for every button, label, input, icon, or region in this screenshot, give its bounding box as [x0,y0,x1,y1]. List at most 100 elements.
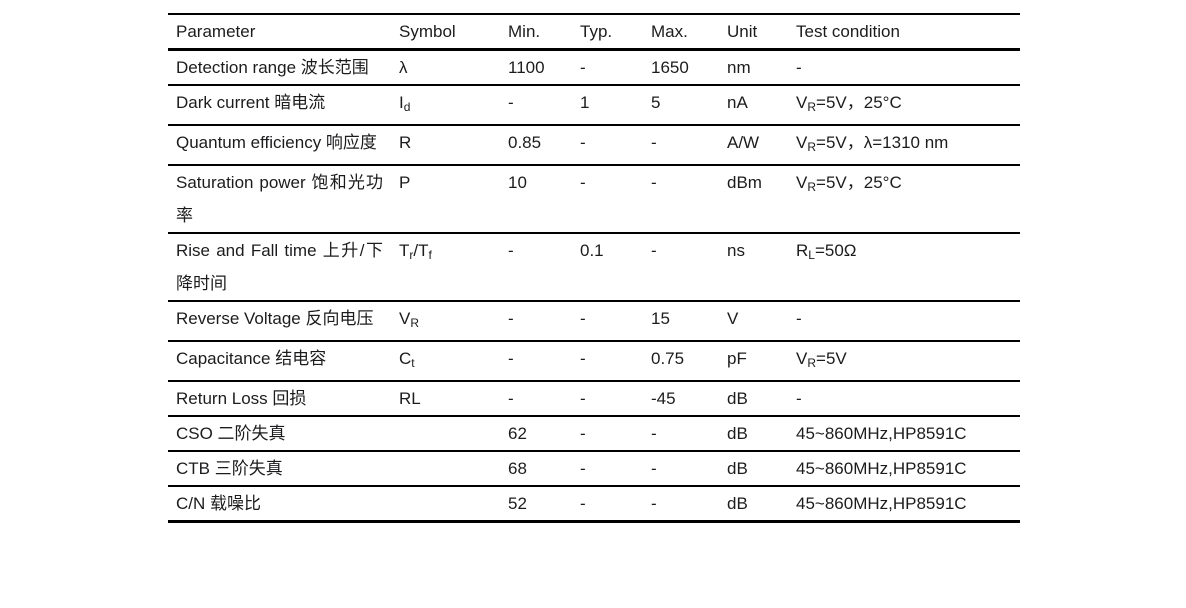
table-row: Quantum efficiency 响应度 R 0.85 - - A/W VR… [168,125,1020,166]
header-symbol: Symbol [391,14,500,51]
min-cell: - [500,301,572,342]
symbol-cell: Id [391,85,500,126]
unit-cell: dBm [719,165,788,234]
subscript-text: r [409,248,414,262]
parameter-cell: Reverse Voltage 反向电压 [168,301,391,342]
typ-cell: - [572,125,643,166]
parameter-cell: C/N 载噪比 [176,494,261,513]
subscript-text: f [428,248,432,262]
max-cell: - [643,125,719,166]
test-condition-cell: - [788,301,1020,342]
unit-cell: nm [719,49,788,86]
subscript-text: R [807,140,817,154]
parameter-cell: Detection range 波长范围 [168,49,391,86]
symbol-cell: RL [391,381,500,417]
header-min: Min. [500,14,572,51]
max-cell: 15 [643,301,719,342]
table-row: Return Loss 回损 RL - - -45 dB - [168,381,1020,417]
unit-cell: dB [719,451,788,487]
table-row: Rise and Fall time 上升/下降时间 Tr/Tf - 0.1 -… [168,233,1020,302]
table-row: Saturation power 饱和光功率 P 10 - - dBm VR=5… [168,165,1020,234]
symbol-cell [391,416,500,452]
header-max: Max. [643,14,719,51]
parameter-cell: CSO 二阶失真 [168,416,391,452]
min-cell: 52 [508,494,527,513]
test-condition-cell: - [788,49,1020,86]
subscript-text: R [807,180,817,194]
parameter-cell: CTB 三阶失真 [168,451,391,487]
min-cell: - [500,233,572,302]
test-condition-cell: VR=5V [788,341,1020,382]
symbol-cell: Ct [391,341,500,382]
header-test-condition: Test condition [788,14,1020,51]
typ-cell: - [580,494,586,513]
max-cell: - [643,233,719,302]
header-typ: Typ. [572,14,643,51]
spec-table-body: Detection range 波长范围 λ 1100 - 1650 nm - … [168,49,1020,522]
typ-cell: - [572,341,643,382]
test-condition-cell: 45~860MHz,HP8591C [788,416,1020,452]
max-cell: -45 [643,381,719,417]
min-cell: - [500,85,572,126]
symbol-cell: λ [391,49,500,86]
max-cell: - [643,165,719,234]
max-cell: - [643,451,719,487]
subscript-text: L [808,248,815,262]
test-condition-cell: 45~860MHz,HP8591C [788,451,1020,487]
max-cell: - [651,494,657,513]
symbol-cell: VR [391,301,500,342]
unit-cell: pF [719,341,788,382]
min-cell: - [500,381,572,417]
parameter-cell: Return Loss 回损 [168,381,391,417]
unit-cell: ns [719,233,788,302]
typ-cell: 1 [572,85,643,126]
test-condition-cell: VR=5V，λ=1310 nm [788,125,1020,166]
symbol-cell: R [391,125,500,166]
unit-cell: dB [719,416,788,452]
table-row: CTB 三阶失真 68 - - dB 45~860MHz,HP8591C [168,451,1020,487]
typ-cell: - [572,165,643,234]
min-cell: 1100 [500,49,572,86]
table-row: Detection range 波长范围 λ 1100 - 1650 nm - [168,49,1020,86]
unit-cell: dB [727,494,748,513]
header-parameter: Parameter [168,14,391,51]
subscript-text: d [403,100,411,114]
unit-cell: nA [719,85,788,126]
table-row: CSO 二阶失真 62 - - dB 45~860MHz,HP8591C [168,416,1020,452]
symbol-cell [391,486,500,522]
symbol-cell [391,451,500,487]
min-cell: - [500,341,572,382]
table-row: Dark current 暗电流 Id - 1 5 nA VR=5V，25°C [168,85,1020,126]
header-unit: Unit [719,14,788,51]
typ-cell: - [572,381,643,417]
unit-cell: dB [719,381,788,417]
table-row: Reverse Voltage 反向电压 VR - - 15 V - [168,301,1020,342]
max-cell: 0.75 [643,341,719,382]
test-condition-cell: VR=5V，25°C [788,165,1020,234]
typ-cell: 0.1 [572,233,643,302]
min-cell: 68 [500,451,572,487]
spec-table: Parameter Symbol Min. Typ. Max. Unit Tes… [168,13,1020,523]
table-row: C/N 载噪比 52 - - dB 45~860MHz,HP8591C [168,486,1020,522]
min-cell: 0.85 [500,125,572,166]
test-condition-cell: 45~860MHz,HP8591C [796,494,967,513]
parameter-cell: Capacitance 结电容 [168,341,391,382]
max-cell: - [643,416,719,452]
subscript-text: R [410,316,420,330]
test-condition-cell: VR=5V，25°C [788,85,1020,126]
test-condition-cell: RL=50Ω [788,233,1020,302]
unit-cell: A/W [719,125,788,166]
symbol-cell: Tr/Tf [391,233,500,302]
typ-cell: - [572,49,643,86]
subscript-text: R [807,356,817,370]
table-row: Capacitance 结电容 Ct - - 0.75 pF VR=5V [168,341,1020,382]
parameter-cell: Quantum efficiency 响应度 [168,125,391,166]
typ-cell: - [572,416,643,452]
parameter-cell: Rise and Fall time 上升/下降时间 [168,233,391,302]
header-row: Parameter Symbol Min. Typ. Max. Unit Tes… [168,14,1020,51]
typ-cell: - [572,451,643,487]
symbol-cell: P [391,165,500,234]
min-cell: 10 [500,165,572,234]
spec-table-header: Parameter Symbol Min. Typ. Max. Unit Tes… [168,14,1020,51]
